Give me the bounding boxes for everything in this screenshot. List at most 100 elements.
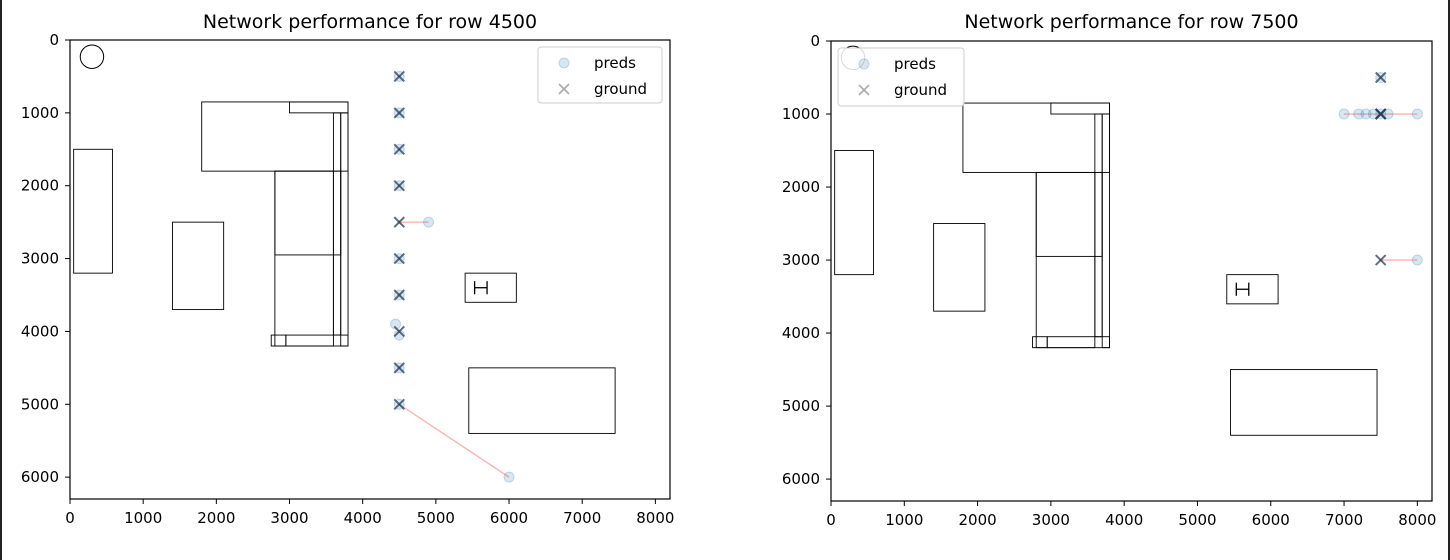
legend-box [537,46,663,104]
floorplan-rect [332,112,342,336]
y-tick-label: 4000 [21,322,59,340]
ground-point [393,325,405,338]
pred-point [1382,108,1394,120]
ground-x-stroke [1374,108,1387,120]
y-tick-label: 0 [810,32,820,50]
pred-point [1411,108,1423,120]
floorplan-rect [933,223,986,312]
floorplan-rect [201,101,349,172]
axes-frame [830,40,1433,502]
ground-point [393,107,405,119]
ground-point [393,362,405,374]
x-tick-label: 8000 [636,509,674,527]
chart-panel-2: Network performance for row 7500 0 1000 200… [782,11,1437,529]
axes-frame [69,39,671,500]
y-tick-label: 6000 [21,468,59,486]
legend-label-preds: preds [594,54,636,72]
floorplan-rect [468,367,616,434]
x-tick-label: 1000 [124,509,162,527]
floorplan-rect [340,112,349,347]
screenshot-left-edge [0,0,2,560]
y-tick-label: 1000 [21,104,59,122]
screenshot-right-edge [1448,0,1450,560]
ground-point [1374,71,1387,84]
legend: preds ground [537,46,663,104]
x-tick-label: 5000 [1178,511,1216,529]
ground-x-stroke [393,143,405,155]
ground-x-stroke [393,289,405,301]
floorplan-rect [270,334,287,347]
y-tick-label: 1000 [782,105,820,123]
x-tick-label: 4000 [344,509,382,527]
floorplan-rect [962,102,1110,173]
ground-point [393,216,405,228]
y-tick-label: 3000 [782,251,820,269]
pred-point [1411,254,1423,266]
floorplan-rect [274,170,342,256]
floorplan-rect [1046,336,1110,349]
floorplan-rect [1101,113,1110,349]
pred-point [1338,108,1350,120]
floorplan-rect [289,101,349,114]
ground-x-stroke [393,325,405,338]
x-tick-label: 3000 [1032,511,1070,529]
floorplan-rect [1229,369,1378,436]
y-tick-label: 4000 [782,324,820,342]
x-tick-label: 3000 [270,509,308,527]
legend-label-ground: ground [894,81,947,99]
ground-x-stroke [393,180,405,192]
floorplan-rect [73,148,113,274]
legend-marker-ground [558,83,570,95]
floorplan-rect [1050,102,1110,115]
floorplan-rect [1035,171,1103,257]
x-tick-label: 2000 [197,509,235,527]
ground-point [1374,254,1387,266]
y-tick-label: 3000 [21,250,59,268]
x-tick-label: 1000 [885,511,923,529]
legend-marker-preds [558,57,570,69]
x-tick-label: 7000 [563,509,601,527]
x-tick-label: 8000 [1398,511,1436,529]
y-tick-label: 2000 [782,178,820,196]
ground-x-stroke [1374,254,1387,266]
x-tick-label: 6000 [1252,511,1290,529]
legend: preds ground [837,47,965,107]
floorplan [73,44,616,434]
floorplan-rect [285,334,349,347]
floorplan-rect [171,221,225,311]
pred-point [503,471,515,483]
legend-label-ground: ground [594,80,647,98]
x-tick-label: 4000 [1105,511,1143,529]
ground-x-stroke [393,252,405,265]
legend-marker-preds [858,58,870,70]
ground-point [393,289,405,301]
floorplan-rect [834,150,874,276]
legend-label-preds: preds [894,55,936,73]
ground-x-stroke [393,398,405,410]
ground-x-stroke [393,70,405,83]
ground-point [1374,108,1387,120]
y-tick-label: 5000 [21,395,59,413]
floorplan-rect [1226,274,1279,305]
y-tick-label: 6000 [782,470,820,488]
chart-title: Network performance for row 4500 [203,11,537,33]
floorplan-rect [274,170,334,347]
ground-point [393,398,405,410]
legend-box [837,47,965,107]
ground-x-stroke [393,362,405,374]
chart-title: Network performance for row 7500 [964,11,1298,33]
floorplan-rect [1032,336,1048,349]
floorplan-circle [79,44,105,69]
pred-point [423,216,435,228]
pred-point [1353,108,1365,120]
floorplan [834,45,1378,436]
chart-panel-1: Network performance for row 4500 0 1000 200… [21,11,675,527]
y-tick-label: 2000 [21,177,59,195]
x-tick-label: 5000 [417,509,455,527]
ground-x-stroke [393,107,405,119]
pred-point [1367,108,1379,120]
legend-marker-ground [858,84,870,96]
ground-point [393,180,405,192]
ground-point [393,252,405,265]
